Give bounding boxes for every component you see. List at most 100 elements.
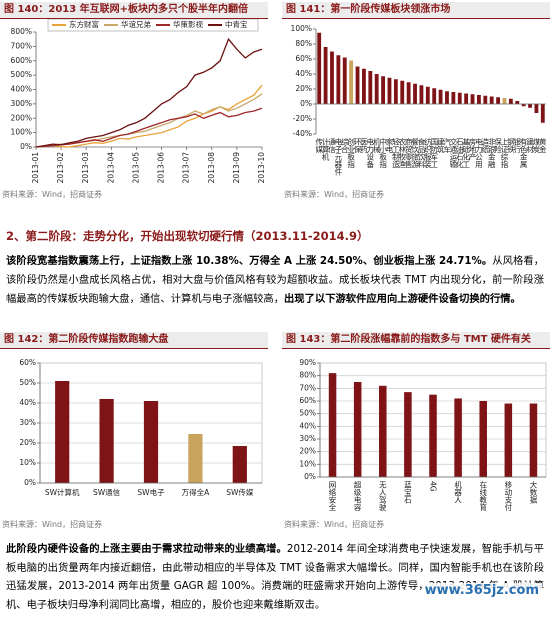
x-tick-label: 国防军工 — [429, 138, 438, 169]
x-tick-label: SW通信 — [93, 487, 121, 497]
bar — [515, 101, 520, 104]
bar — [502, 98, 507, 104]
x-tick-label: 机器人 — [453, 480, 462, 504]
y-tick-label: 0% — [24, 478, 36, 487]
figure-source: 资料来源：Wind，招商证券 — [284, 520, 385, 529]
x-tick-label: 汽车 — [442, 137, 451, 155]
bar — [479, 401, 487, 477]
bar — [374, 74, 379, 104]
x-tick-label: SW电子 — [137, 487, 165, 497]
bar — [438, 89, 443, 104]
bar — [429, 394, 437, 477]
bar — [483, 95, 488, 104]
bar — [454, 398, 462, 477]
y-tick-label: 600% — [11, 56, 32, 65]
x-tick-label: 电力设备 — [366, 137, 375, 170]
x-tick-label: 建材 — [525, 137, 534, 154]
paragraph: 该阶段宽基指数震荡上行，上证指数上涨 10.38%、万得全 A 上涨 24.50… — [6, 252, 544, 309]
x-tick-label: 计算机 — [321, 137, 330, 162]
figure-title: 图 141：第一阶段传媒板块领涨市场 — [282, 2, 550, 19]
legend-box — [47, 19, 259, 32]
x-tick-label: 2013-07 — [182, 152, 191, 184]
bar — [534, 104, 539, 113]
x-tick-label: 煤炭 — [532, 137, 541, 155]
section-heading: 2、第二阶段：走势分化，开始出现软切硬行情（2013.11-2014.9） — [6, 229, 369, 243]
figure-source: 资料来源：Wind，招商证券 — [2, 190, 103, 199]
y-tick-label: 70% — [299, 383, 316, 392]
y-tick-label: 40% — [295, 69, 312, 78]
bar — [504, 403, 513, 477]
bar — [489, 96, 494, 104]
bar — [355, 66, 360, 104]
legend-label: 中青宝 — [225, 19, 248, 29]
x-tick-label: 钢铁 — [506, 137, 515, 155]
legend-label: 华策影视 — [173, 19, 203, 29]
x-tick-label: 基础化工 — [461, 137, 470, 169]
x-tick-label: 造纸 — [481, 137, 490, 155]
figure-source: 资料来源：Wind，招商证券 — [284, 190, 385, 199]
y-tick-label: 100% — [11, 128, 32, 137]
y-tick-label: 100% — [291, 24, 312, 33]
figure: 图 143：第二阶段涨幅靠前的指数多与 TMT 硬件有关 0% 10% 20% 30%… — [282, 332, 550, 531]
x-tick-label: 2013-10 — [257, 152, 266, 184]
x-tick-label: 移动支付 — [504, 480, 513, 513]
text: 从风格看，该阶段仍然是小盘成长风格占优，相对大盘与价值风格有较为超额收益。成长板… — [6, 255, 545, 305]
y-tick-label: 60% — [299, 396, 316, 405]
y-tick-label: 30% — [299, 434, 316, 443]
x-tick-label: 中小板指 — [378, 137, 387, 170]
series-line — [35, 37, 263, 148]
chart: 0% 10% 20% 30% 40% 50% 60% SW计算机 SW通信 SW电子 万得全A SW传… — [19, 358, 263, 497]
bar — [349, 60, 354, 104]
y-tick-label: 400% — [11, 85, 32, 94]
x-tick-label: 2013-04 — [106, 152, 115, 184]
watermark: www.365jz.com — [421, 583, 542, 598]
x-tick-label: 家电 — [385, 137, 394, 154]
bar — [368, 71, 373, 104]
x-tick-label: 房地产 — [468, 137, 477, 162]
x-tick-label: 4G — [429, 481, 438, 492]
bar — [99, 399, 114, 483]
x-tick-label: 医药 — [359, 138, 368, 155]
bar — [521, 104, 526, 107]
y-tick-label: 80% — [299, 371, 316, 380]
bar — [317, 32, 322, 104]
y-tick-label: 0% — [300, 99, 312, 108]
figure: 图 141：第一阶段传媒板块领涨市场 -40% -20% 0% 20% 40% 60% 80… — [282, 2, 550, 201]
y-tick-label: 10% — [19, 458, 36, 467]
x-tick-label: 环保 — [353, 138, 362, 155]
bar — [529, 403, 538, 477]
y-tick-label: 700% — [11, 41, 32, 50]
y-tick-label: 300% — [11, 99, 32, 108]
bar — [404, 392, 412, 477]
y-tick-label: 10% — [299, 459, 316, 468]
x-tick-label: 万得全A — [182, 487, 210, 497]
bar — [508, 98, 513, 104]
y-tick-label: -20% — [293, 114, 312, 123]
x-tick-label: 在线教育 — [478, 480, 487, 513]
bar — [381, 76, 385, 104]
y-tick-label: 500% — [11, 70, 32, 79]
x-tick-label: 电力公用 — [474, 137, 483, 170]
figure-title: 图 140：2013 年互联网+板块内多只个股半年内翻倍 — [0, 2, 268, 19]
legend-label: 东方财富 — [69, 19, 99, 29]
bar — [464, 93, 469, 104]
bar — [328, 373, 337, 477]
x-tick-label: 2013-01 — [31, 152, 40, 184]
x-tick-label: 机械 — [372, 137, 381, 155]
bar — [232, 446, 247, 483]
bar — [496, 97, 500, 104]
figure-source: 资料来源：Wind，招商证券 — [2, 520, 103, 529]
bar — [425, 86, 430, 104]
y-tick-label: 50% — [299, 409, 316, 418]
bar — [393, 79, 398, 104]
bar — [336, 55, 341, 104]
bar — [406, 82, 411, 104]
x-tick-label: 综合 — [340, 137, 349, 155]
bar — [477, 95, 481, 104]
x-tick-label: 蓝宝石 — [403, 480, 412, 505]
x-tick-label: 通信 — [327, 137, 336, 155]
bar — [451, 92, 456, 104]
bar — [528, 104, 532, 108]
x-tick-label: 保险 — [493, 138, 502, 155]
